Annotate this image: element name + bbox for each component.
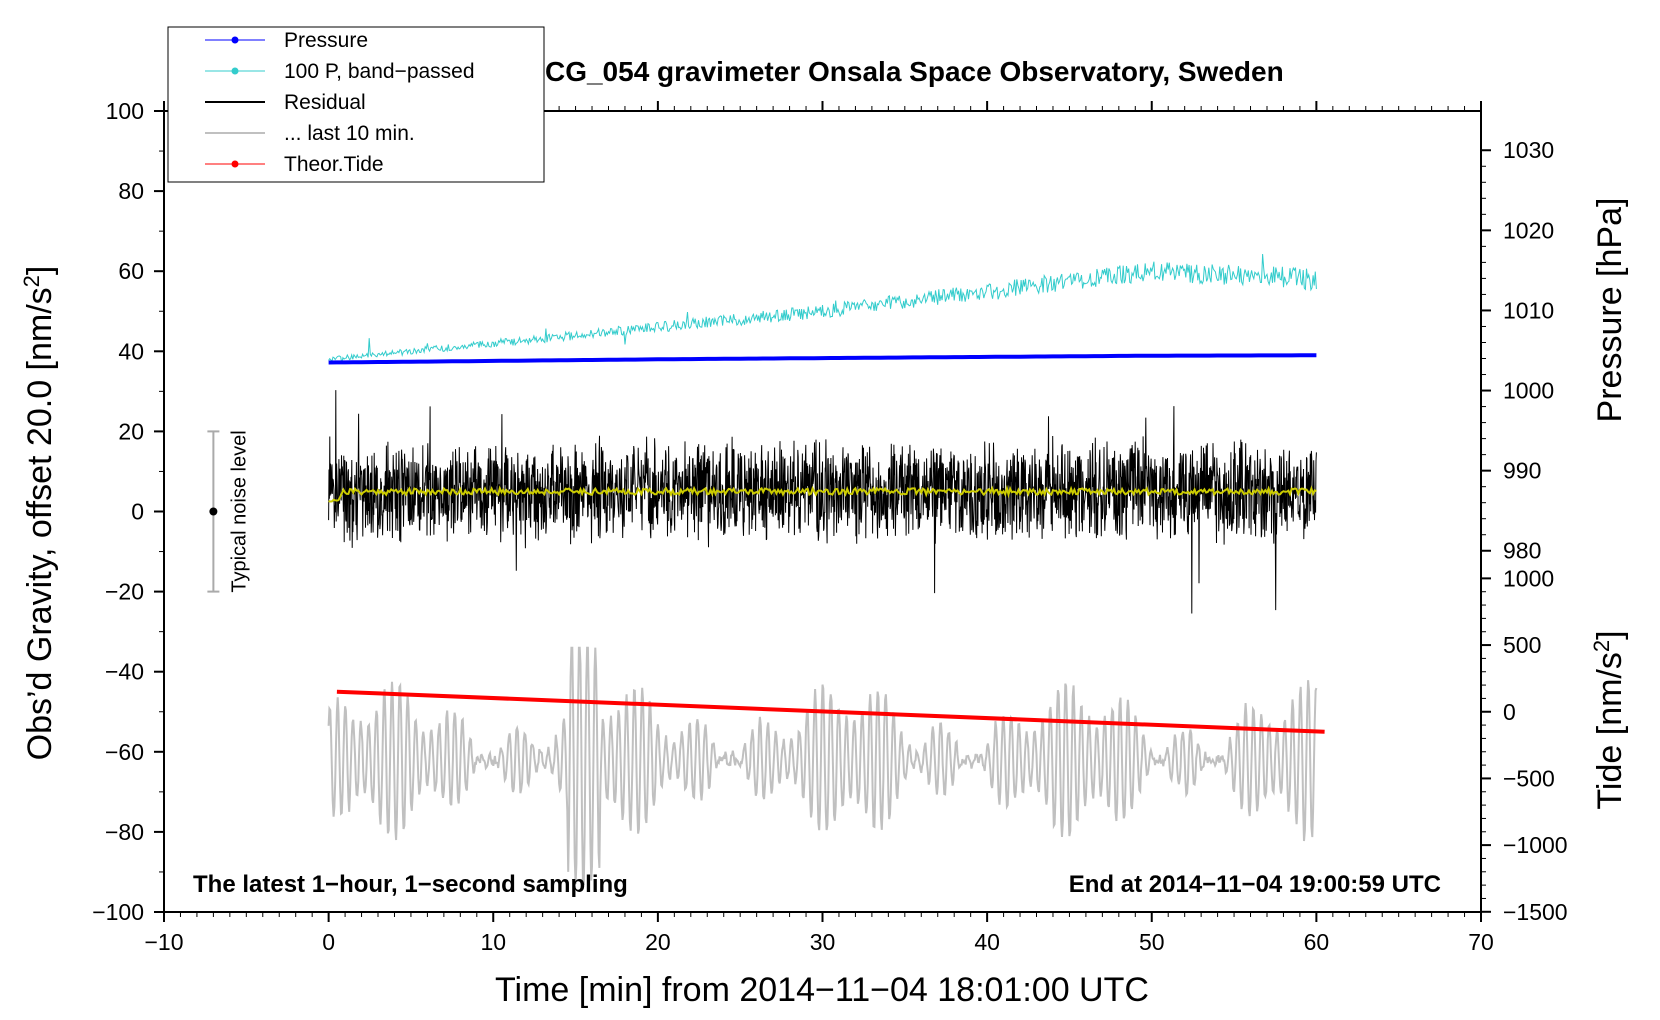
annotation-left: The latest 1−hour, 1−second sampling	[193, 871, 628, 898]
band-passed-pressure-line	[328, 253, 1317, 364]
legend-label: 100 P, band−passed	[284, 60, 475, 83]
pressure-line	[328, 353, 1317, 365]
y-tick-label: 60	[118, 258, 144, 284]
pressure-tick-label: 1020	[1503, 217, 1554, 243]
y-axis-label-main: Obs’d Gravity, offset 20.0 [nm/s	[21, 287, 59, 760]
pressure-tick-label: 1010	[1503, 297, 1554, 323]
x-tick-label: 30	[810, 929, 836, 955]
x-tick-label: −10	[144, 929, 183, 955]
chart-title: SCG_054 gravimeter Onsala Space Observat…	[526, 56, 1283, 87]
legend: Pressure 100 P, band−passed Residual ... la…	[167, 26, 545, 183]
tide-axis-label: Tide [nm/s2]	[1589, 630, 1629, 809]
tide-tick-label: 1000	[1503, 565, 1554, 591]
legend-marker	[231, 36, 239, 44]
y-tick-label: 0	[131, 499, 144, 525]
y-axis-label-end: ]	[21, 266, 59, 275]
noise-bar: Typical noise level	[207, 430, 250, 593]
residual-mean-line	[328, 484, 1317, 503]
legend-label: Pressure	[284, 29, 368, 52]
tide-tick-label: −500	[1503, 765, 1555, 791]
tide-axis-label-main: Tide [nm/s	[1591, 652, 1629, 809]
tide-axis-label-sup: 2	[1589, 640, 1614, 652]
legend-label: Residual	[284, 91, 366, 114]
y-tick-label: 40	[118, 338, 144, 364]
y-tick-label: 20	[118, 418, 144, 444]
annotation-right: End at 2014−11−04 19:00:59 UTC	[1069, 871, 1441, 898]
residual-line	[328, 390, 1317, 614]
x-tick-label: 40	[974, 929, 1000, 955]
tide-tick-label: −1500	[1503, 899, 1568, 925]
y-tick-label: −20	[105, 579, 144, 605]
y-axis-label: Obs’d Gravity, offset 20.0 [nm/s2]	[19, 266, 59, 761]
pressure-tick-label: 1030	[1503, 137, 1554, 163]
y-tick-label: 100	[106, 98, 144, 124]
x-tick-label: 20	[645, 929, 671, 955]
x-tick-label: 50	[1139, 929, 1165, 955]
tide-tick-label: −1000	[1503, 832, 1568, 858]
x-tick-label: 70	[1468, 929, 1494, 955]
theoretical-tide-line	[336, 689, 1325, 734]
pressure-tick-label: 1000	[1503, 378, 1554, 404]
tide-tick-label: 0	[1503, 699, 1516, 725]
y-tick-label: −40	[105, 659, 144, 685]
noise-bar-label: Typical noise level	[228, 430, 250, 592]
legend-box	[167, 26, 545, 183]
legend-label: Theor.Tide	[284, 153, 384, 176]
y-tick-label: −80	[105, 819, 144, 845]
pressure-axis-label: Pressure [hPa]	[1591, 198, 1629, 423]
y-tick-label: −100	[92, 899, 144, 925]
pressure-tick-label: 990	[1503, 458, 1541, 484]
tide-axis-label-end: ]	[1591, 630, 1629, 639]
pressure-tick-label: 980	[1503, 538, 1541, 564]
x-tick-label: 10	[480, 929, 506, 955]
tide-tick-label: 500	[1503, 632, 1541, 658]
series-layer	[327, 253, 1325, 885]
last-10-min-line	[327, 646, 1318, 885]
y-tick-label: −60	[105, 739, 144, 765]
y-axis-label-sup: 2	[19, 275, 44, 287]
x-axis-label: Time [min] from 2014−11−04 18:01:00 UTC	[495, 971, 1149, 1009]
legend-label: ... last 10 min.	[284, 122, 415, 145]
noise-bar-center-dot	[209, 507, 218, 516]
axes-layer: −10 0 10 20 30 40 50 60 70−100−80−60−40−20020406…	[92, 98, 1567, 955]
legend-marker	[231, 160, 239, 168]
x-tick-label: 60	[1304, 929, 1330, 955]
x-tick-label: 0	[322, 929, 335, 955]
legend-marker	[231, 67, 239, 75]
y-tick-label: 80	[118, 178, 144, 204]
